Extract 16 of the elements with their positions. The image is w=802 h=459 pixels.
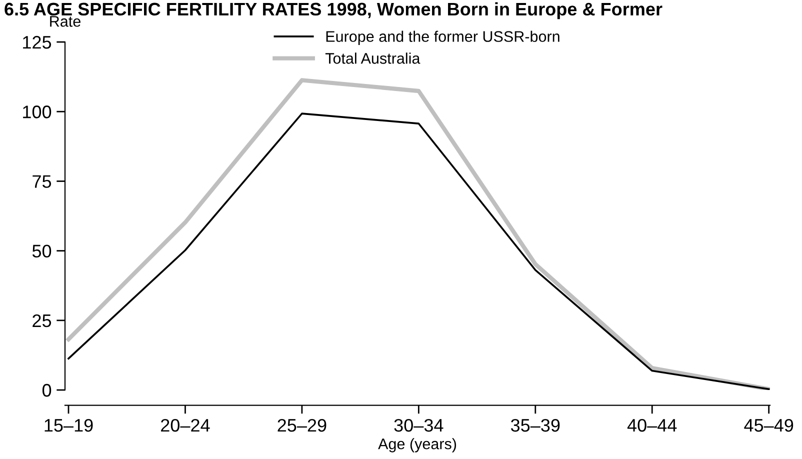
x-tick-label: 40–44 <box>627 418 677 432</box>
y-tick-label: 0 <box>42 384 52 397</box>
legend-label: Europe and the former USSR-born <box>326 30 560 45</box>
x-axis-title: Age (years) <box>378 438 456 452</box>
x-tick-label: 30–34 <box>394 418 444 432</box>
y-tick-label: 25 <box>32 314 52 328</box>
x-tick-label: 45–49 <box>744 418 794 432</box>
y-tick-label: 100 <box>23 106 52 118</box>
y-tick-label: 75 <box>32 175 52 188</box>
x-tick-label: 35–39 <box>510 418 560 432</box>
legend-label: Total Australia <box>325 52 420 64</box>
x-tick-label: 15–19 <box>44 418 93 432</box>
y-tick-label: 50 <box>32 244 52 258</box>
y-tick-label: 125 <box>23 36 52 49</box>
x-tick-label: 20–24 <box>161 418 210 432</box>
x-tick-label: 25–29 <box>278 418 326 432</box>
